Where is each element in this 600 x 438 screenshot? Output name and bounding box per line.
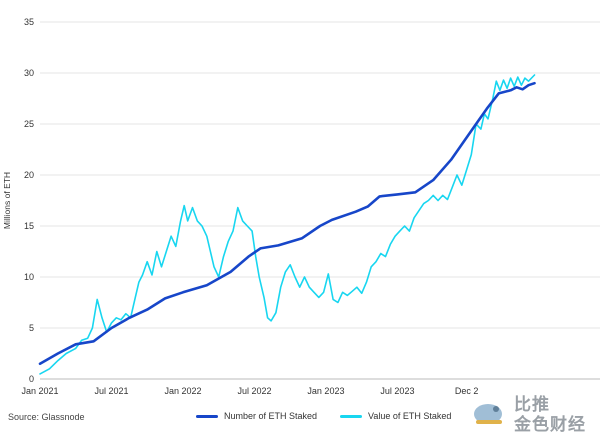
y-tick-label-25: 25 <box>24 119 34 129</box>
x-tick-label-4: Jan 2023 <box>307 386 344 396</box>
y-tick-label-10: 10 <box>24 272 34 282</box>
x-tick-label-1: Jul 2021 <box>94 386 128 396</box>
legend-label-staked-value: Value of ETH Staked <box>368 411 452 421</box>
legend-item-staked-value: Value of ETH Staked <box>340 411 451 421</box>
legend-label-staked-count: Number of ETH Staked <box>224 411 318 421</box>
legend-swatch-staked-value <box>340 414 362 418</box>
legend-item-staked-count: Number of ETH Staked <box>196 411 317 421</box>
legend-swatch-staked-count <box>196 414 218 418</box>
source-note: Source: Glassnode <box>8 412 85 422</box>
x-tick-label-0: Jan 2021 <box>21 386 58 396</box>
y-tick-label-15: 15 <box>24 221 34 231</box>
watermark-text-bottom: 金色财经 <box>514 415 586 434</box>
y-tick-label-0: 0 <box>29 374 34 384</box>
watermark-logo <box>474 404 502 424</box>
series-line-eth-staked-value <box>39 74 536 375</box>
x-tick-label-2: Jan 2022 <box>164 386 201 396</box>
y-tick-label-5: 5 <box>29 323 34 333</box>
series-line-eth-staked-count <box>38 81 536 365</box>
watermark-text-top: 比推 <box>514 395 550 414</box>
x-tick-label-6: Dec 2 <box>455 386 479 396</box>
y-tick-label-30: 30 <box>24 68 34 78</box>
x-tick-label-5: Jul 2023 <box>380 386 414 396</box>
y-tick-label-20: 20 <box>24 170 34 180</box>
x-tick-label-3: Jul 2022 <box>237 386 271 396</box>
y-tick-label-35: 35 <box>24 17 34 27</box>
y-axis-label: Millions of ETH <box>2 172 12 229</box>
